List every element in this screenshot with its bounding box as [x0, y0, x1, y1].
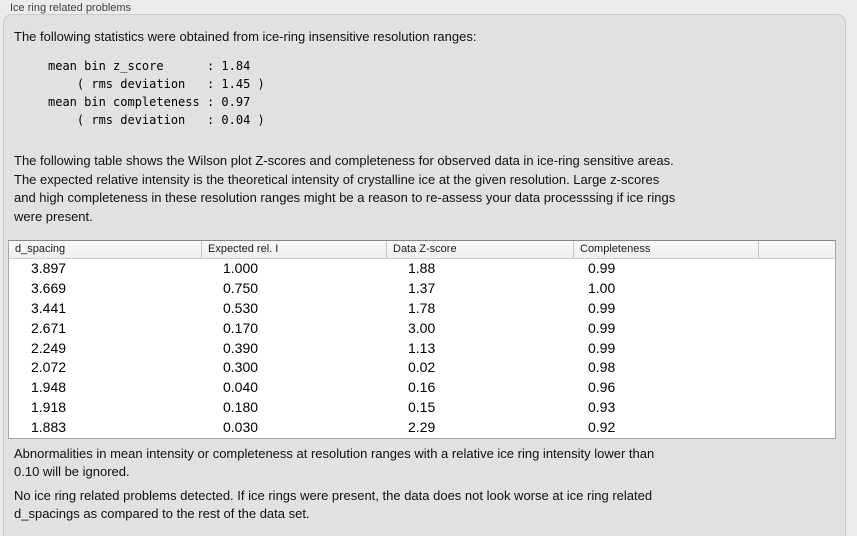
text-line: The following table shows the Wilson plo…	[14, 153, 674, 168]
table-cell: 2.249	[31, 339, 67, 356]
table-cell: 3.897	[31, 260, 67, 276]
table-cell: 3.441	[31, 299, 67, 316]
table-cell: 2.671	[31, 319, 67, 336]
column-header-expected-rel-i[interactable]: Expected rel. I	[201, 241, 386, 258]
table-cell: 0.170	[223, 319, 259, 336]
text-line: The expected relative intensity is the t…	[14, 171, 660, 187]
table-cell: 1.918	[31, 399, 67, 416]
table-cell	[758, 279, 835, 299]
text-line: Abnormalities in mean intensity or compl…	[14, 446, 655, 461]
table-body: 3.897 1.000 1.88 0.99 3.669 0.750 1.37 1.00 3.44…	[9, 259, 835, 439]
table-cell: 0.040	[223, 379, 259, 396]
table-row[interactable]: 2.671 0.170 3.00 0.99	[9, 318, 835, 339]
table-cell: 0.99	[588, 319, 616, 336]
table-cell	[758, 299, 835, 319]
table-cell	[758, 398, 835, 418]
table-row[interactable]: 2.249 0.390 1.13 0.99	[9, 338, 835, 359]
text-line: mean bin z_score : 1.84	[48, 59, 251, 73]
table-cell	[758, 319, 835, 339]
conclusion-note: No ice ring related problems detected. I…	[14, 487, 652, 523]
table-cell: 1.883	[31, 419, 67, 436]
table-cell: 3.00	[408, 319, 436, 336]
table-cell	[758, 378, 835, 398]
text-line: ( rms deviation : 0.04 )	[48, 113, 265, 127]
table-cell: 0.300	[223, 359, 259, 376]
table-cell: 0.02	[408, 359, 436, 376]
ice-ring-table: d_spacing Expected rel. I Data Z-score C…	[8, 240, 836, 440]
table-cell: 0.92	[588, 419, 616, 436]
text-line: 0.10 will be ignored.	[14, 464, 130, 479]
text-line: and high completeness in these resolutio…	[14, 190, 676, 205]
table-cell	[758, 259, 835, 279]
table-cell: 0.99	[588, 260, 616, 276]
group-box-title: Ice ring related problems	[10, 2, 132, 14]
table-cell: 0.99	[588, 299, 616, 316]
table-cell: 0.750	[223, 279, 259, 296]
table-cell: 1.37	[408, 279, 436, 296]
table-cell: 0.030	[223, 419, 259, 436]
table-cell: 2.072	[31, 359, 67, 376]
table-cell: 0.93	[588, 399, 616, 416]
table-cell: 1.78	[408, 299, 436, 316]
table-row[interactable]: 3.669 0.750 1.37 1.00	[9, 278, 835, 299]
table-row[interactable]: 2.072 0.300 0.02 0.98	[9, 358, 835, 379]
text-line: mean bin completeness : 0.97	[48, 95, 251, 109]
text-line: were present.	[14, 208, 93, 224]
table-cell: 1.00	[588, 279, 616, 296]
table-cell: 0.99	[588, 339, 616, 356]
table-cell: 3.669	[31, 279, 67, 296]
table-description: The following table shows the Wilson plo…	[14, 152, 675, 226]
table-header-row: d_spacing Expected rel. I Data Z-score C…	[9, 241, 835, 259]
table-cell: 1.948	[31, 379, 67, 396]
table-cell: 0.15	[408, 399, 436, 416]
column-header-data-z-score[interactable]: Data Z-score	[386, 241, 573, 258]
table-cell: 0.530	[223, 299, 259, 316]
ignore-note: Abnormalities in mean intensity or compl…	[14, 445, 654, 481]
table-row[interactable]: 1.918 0.180 0.15 0.93	[9, 398, 835, 419]
table-cell: 1.88	[408, 260, 436, 276]
table-cell: 2.29	[408, 419, 436, 436]
table-cell: 0.16	[408, 379, 436, 396]
text-line: ( rms deviation : 1.45 )	[48, 77, 265, 91]
table-cell: 0.96	[588, 379, 616, 396]
text-line: No ice ring related problems detected. I…	[14, 488, 653, 503]
table-row[interactable]: 1.948 0.040 0.16 0.96	[9, 378, 835, 399]
table-cell	[758, 339, 835, 359]
table-row[interactable]: 3.897 1.000 1.88 0.99	[9, 259, 835, 279]
table-cell: 1.000	[223, 260, 259, 276]
column-header-completeness[interactable]: Completeness	[573, 241, 758, 258]
column-header-d-spacing[interactable]: d_spacing	[15, 243, 66, 255]
table-cell	[758, 418, 835, 438]
intro-text: The following statistics were obtained f…	[14, 29, 477, 44]
text-line: d_spacings as compared to the rest of th…	[14, 506, 310, 521]
table-row[interactable]: 1.883 0.030 2.29 0.92	[9, 418, 835, 439]
column-header-filler	[758, 241, 835, 258]
table-cell: 1.13	[408, 339, 436, 356]
table-cell: 0.98	[588, 359, 616, 376]
table-cell: 0.390	[223, 339, 259, 356]
table-row[interactable]: 3.441 0.530 1.78 0.99	[9, 298, 835, 319]
table-cell: 0.180	[223, 399, 259, 416]
table-cell	[758, 358, 835, 378]
stats-block: mean bin z_score : 1.84 ( rms deviation …	[48, 57, 265, 129]
